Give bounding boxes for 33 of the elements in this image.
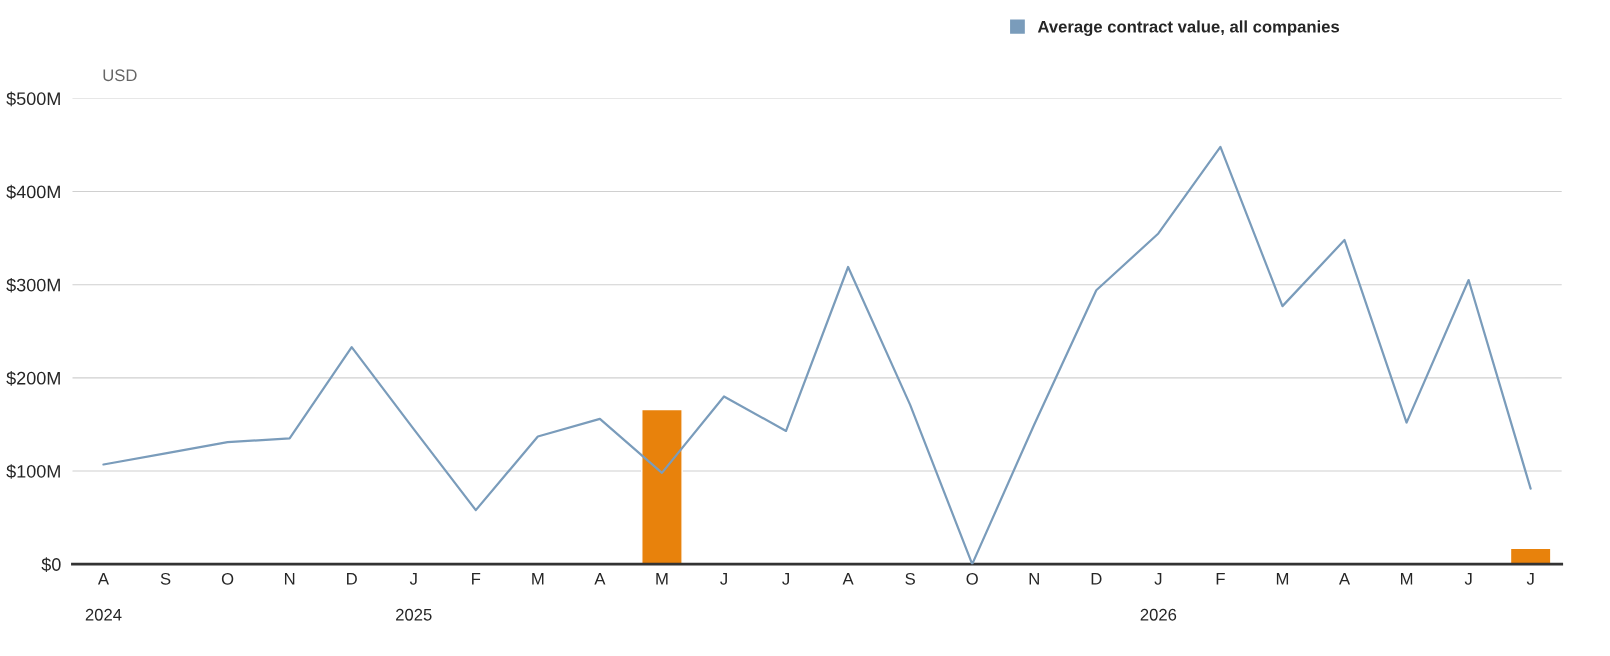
category-label: A 2024 [85,573,122,621]
x-tick-label: N [284,573,295,585]
x-tick-label: D [1091,573,1102,585]
line-series [102,145,1532,565]
x-tick-label: M [1276,573,1289,585]
x-tick-label: A [1338,573,1351,585]
x-tick-label: A [594,573,606,585]
x-tick-label: F [472,573,481,585]
x-tick-label: F [1216,573,1225,585]
x-tick-label: M [656,573,668,585]
x-tick-label: S [905,572,915,585]
x-tick-label: J [720,573,727,585]
y-tick-label: $300M [6,277,60,293]
x-tick-label: O [221,572,234,585]
x-tick-label: O [966,572,978,585]
x-tick-label: N [1029,573,1039,585]
x-tick-label: J [782,573,789,585]
x-tick-label: J [1464,573,1472,585]
x-tick-label: M [1401,573,1413,585]
y-tick-label: $100M [6,464,60,479]
x-tick-label: J [1526,573,1534,585]
legend-label: Average contract value, all companies [1037,20,1340,36]
x-tick-label: M [532,573,544,585]
y-axis-title: USD [103,69,137,82]
category-label: J 2026 [1140,573,1177,621]
x-tick-label: S [160,572,171,585]
category-label: J 2025 [396,573,432,621]
y-tick-label: $400M [6,184,60,200]
x-tick-label: D [347,573,357,585]
y-tick-label: $0 [41,557,61,572]
y-tick-label: $200M [6,371,60,386]
x-tick-label: A [842,573,854,585]
y-tick-label: $500M [6,91,60,107]
